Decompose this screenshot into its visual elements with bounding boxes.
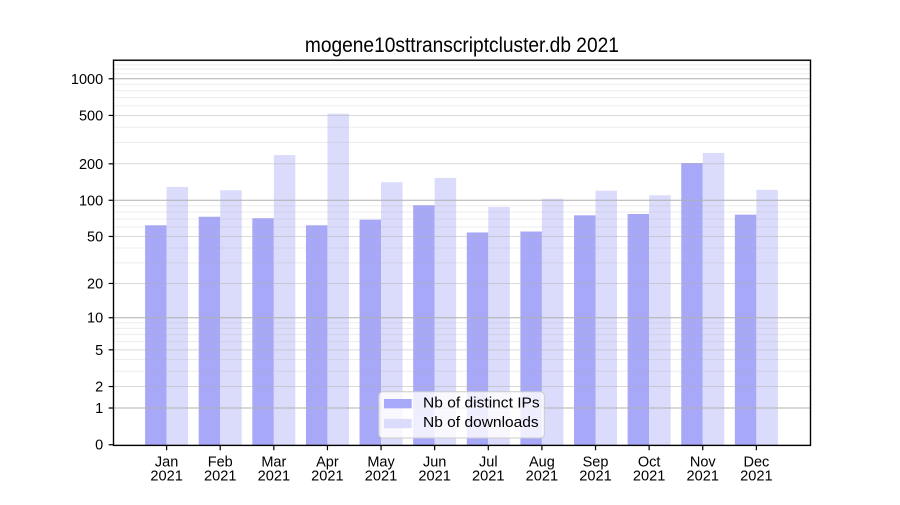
svg-text:mogene10sttranscriptcluster.db: mogene10sttranscriptcluster.db 2021 xyxy=(305,33,619,57)
svg-text:0: 0 xyxy=(95,438,103,454)
svg-text:2021: 2021 xyxy=(740,468,773,484)
svg-text:Oct: Oct xyxy=(638,455,661,471)
svg-text:Feb: Feb xyxy=(208,455,233,471)
svg-text:Jun: Jun xyxy=(423,455,446,471)
svg-text:2021: 2021 xyxy=(472,468,505,484)
svg-text:1: 1 xyxy=(95,401,103,417)
svg-text:Nov: Nov xyxy=(690,455,717,471)
svg-text:Apr: Apr xyxy=(316,455,339,471)
svg-text:Jul: Jul xyxy=(479,455,498,471)
svg-text:500: 500 xyxy=(79,108,103,124)
svg-text:May: May xyxy=(367,455,395,471)
svg-text:2021: 2021 xyxy=(258,468,291,484)
svg-text:Nb of downloads: Nb of downloads xyxy=(423,415,539,431)
svg-text:5: 5 xyxy=(95,343,103,359)
svg-text:2021: 2021 xyxy=(579,468,612,484)
svg-text:50: 50 xyxy=(87,229,103,245)
svg-text:2021: 2021 xyxy=(365,468,398,484)
svg-text:Dec: Dec xyxy=(743,455,769,471)
svg-text:100: 100 xyxy=(79,193,103,209)
svg-text:2021: 2021 xyxy=(687,468,720,484)
svg-text:2021: 2021 xyxy=(418,468,451,484)
svg-text:2021: 2021 xyxy=(311,468,344,484)
svg-text:2: 2 xyxy=(95,380,103,396)
svg-text:Jan: Jan xyxy=(155,455,178,471)
svg-text:1000: 1000 xyxy=(71,72,103,88)
svg-text:2021: 2021 xyxy=(204,468,237,484)
svg-text:Sep: Sep xyxy=(583,455,609,471)
svg-text:200: 200 xyxy=(79,157,103,173)
svg-text:2021: 2021 xyxy=(633,468,666,484)
svg-text:Mar: Mar xyxy=(261,455,286,471)
svg-text:Aug: Aug xyxy=(529,455,555,471)
svg-text:Nb of distinct IPs: Nb of distinct IPs xyxy=(423,396,540,412)
svg-text:2021: 2021 xyxy=(526,468,559,484)
svg-text:10: 10 xyxy=(87,311,103,327)
svg-text:2021: 2021 xyxy=(150,468,183,484)
svg-text:20: 20 xyxy=(87,276,103,292)
